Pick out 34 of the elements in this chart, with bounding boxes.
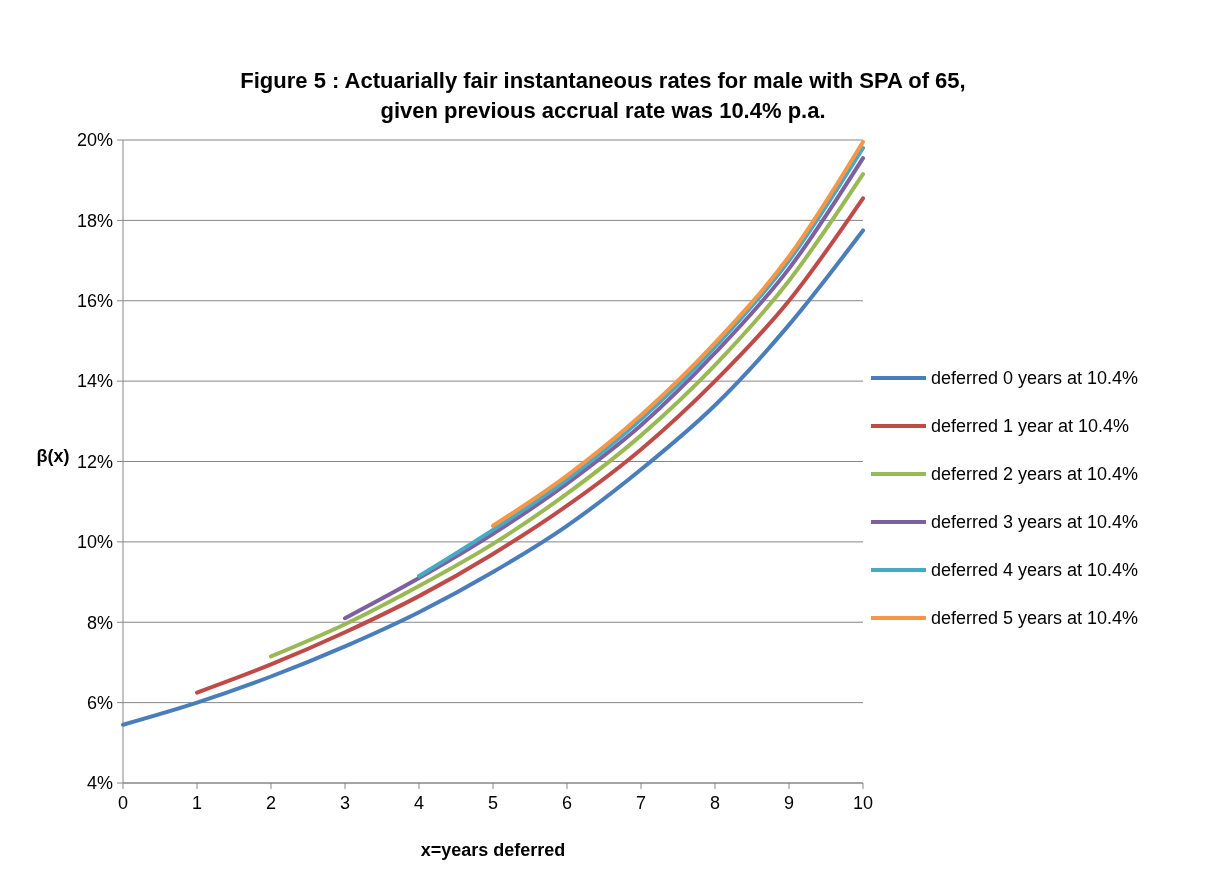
y-axis-title: β(x) <box>36 445 70 466</box>
x-tick-label: 8 <box>709 793 721 813</box>
legend-label: deferred 1 year at 10.4% <box>931 416 1130 437</box>
y-tick-label: 12% <box>76 451 113 472</box>
line-series <box>195 196 865 695</box>
y-tick-label: 6% <box>86 692 113 713</box>
line-series <box>269 172 865 659</box>
line-series <box>343 156 865 621</box>
y-tick-label: 20% <box>76 130 113 151</box>
line-series <box>417 146 865 579</box>
x-tick-label: 7 <box>635 793 647 813</box>
legend-label: deferred 0 years at 10.4% <box>931 368 1139 389</box>
x-tick-label: 4 <box>413 793 425 813</box>
chart-title: Figure 5 : Actuarially fair instantaneous rates for male with SPA of 65, given previous accrual rate was 10.4% p.a. <box>240 68 966 123</box>
x-tick-label: 9 <box>783 793 795 813</box>
y-tick-label: 4% <box>86 773 113 794</box>
x-tick-label: 1 <box>191 793 203 813</box>
x-tick-label: 2 <box>265 793 277 813</box>
legend-label: deferred 3 years at 10.4% <box>931 512 1139 533</box>
x-tick-label: 3 <box>339 793 351 813</box>
line-series <box>491 140 865 528</box>
legend-label: deferred 2 years at 10.4% <box>931 464 1139 485</box>
x-tick-label: 0 <box>117 793 129 813</box>
y-tick-label: 14% <box>76 371 113 392</box>
x-axis-title: x=years deferred <box>420 840 566 860</box>
legend-label: deferred 4 years at 10.4% <box>931 560 1139 581</box>
y-tick-label: 8% <box>86 612 113 633</box>
x-tick-label: 5 <box>487 793 499 813</box>
x-tick-label: 6 <box>561 793 573 813</box>
y-tick-label: 18% <box>76 210 113 231</box>
x-tick-label: 10 <box>852 793 874 813</box>
y-tick-label: 10% <box>76 532 113 553</box>
legend-label: deferred 5 years at 10.4% <box>931 608 1139 629</box>
y-tick-label: 16% <box>76 291 113 312</box>
